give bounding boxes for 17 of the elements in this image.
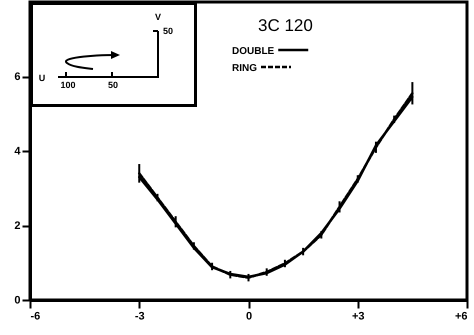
y-tick-label: 4 (14, 146, 22, 158)
annotation: 100 (60, 80, 76, 90)
y-tick-label: 6 (14, 71, 20, 83)
legend-label: RING (232, 63, 258, 74)
y-tick-label: 2 (14, 220, 20, 232)
annotation: V (154, 12, 162, 22)
x-tick-label: 0 (246, 310, 252, 322)
annotation: 50 (162, 26, 174, 36)
x-tick-label: -3 (134, 310, 145, 322)
text: 3C 120 (258, 16, 313, 35)
annotation: 50 (108, 80, 118, 90)
annotation: U (38, 73, 46, 83)
legend-label: DOUBLE (232, 46, 275, 57)
x-tick-label: -6 (30, 310, 40, 322)
x-tick-label: +6 (454, 310, 468, 322)
y-tick-label: 0 (14, 294, 20, 306)
x-tick-label: +3 (352, 310, 365, 322)
